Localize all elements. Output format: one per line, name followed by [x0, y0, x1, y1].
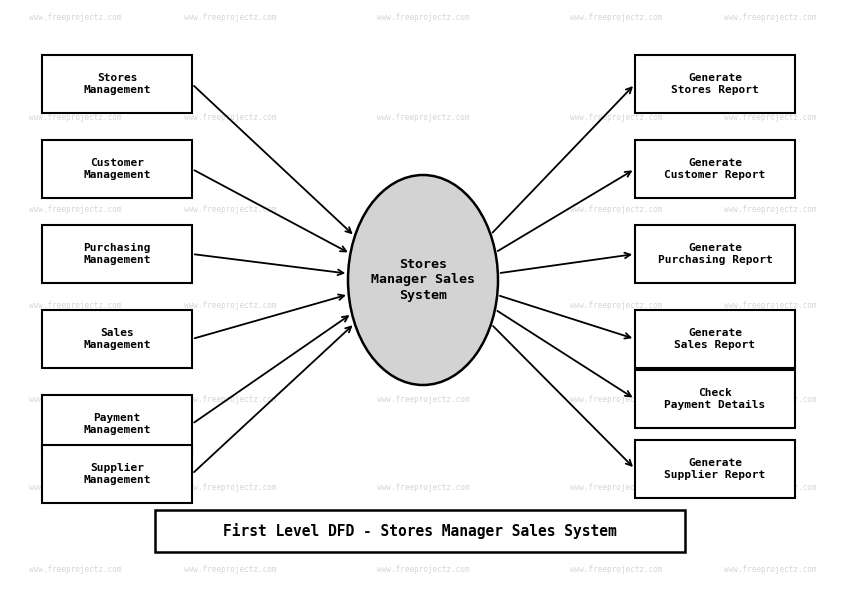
- Text: Generate
Supplier Report: Generate Supplier Report: [664, 458, 766, 480]
- Text: www.freeprojectz.com: www.freeprojectz.com: [184, 483, 277, 493]
- Text: www.freeprojectz.com: www.freeprojectz.com: [184, 396, 277, 404]
- Text: www.freeprojectz.com: www.freeprojectz.com: [723, 301, 816, 310]
- FancyBboxPatch shape: [635, 140, 795, 198]
- FancyBboxPatch shape: [635, 225, 795, 283]
- Text: www.freeprojectz.com: www.freeprojectz.com: [569, 206, 662, 215]
- Text: Purchasing
Management: Purchasing Management: [83, 243, 151, 265]
- Text: Supplier
Management: Supplier Management: [83, 463, 151, 485]
- Text: www.freeprojectz.com: www.freeprojectz.com: [29, 301, 121, 310]
- FancyBboxPatch shape: [42, 395, 192, 453]
- Text: www.freeprojectz.com: www.freeprojectz.com: [29, 113, 121, 123]
- FancyBboxPatch shape: [635, 440, 795, 498]
- Text: Stores
Management: Stores Management: [83, 73, 151, 95]
- Text: www.freeprojectz.com: www.freeprojectz.com: [569, 396, 662, 404]
- FancyBboxPatch shape: [42, 55, 192, 113]
- Text: Stores
Manager Sales
System: Stores Manager Sales System: [371, 259, 475, 301]
- Text: Generate
Sales Report: Generate Sales Report: [674, 328, 755, 350]
- Text: www.freeprojectz.com: www.freeprojectz.com: [29, 396, 121, 404]
- Text: www.freeprojectz.com: www.freeprojectz.com: [184, 566, 277, 575]
- Text: www.freeprojectz.com: www.freeprojectz.com: [723, 206, 816, 215]
- Text: Sales
Management: Sales Management: [83, 328, 151, 350]
- Text: www.freeprojectz.com: www.freeprojectz.com: [723, 396, 816, 404]
- FancyBboxPatch shape: [42, 310, 192, 368]
- Text: Generate
Stores Report: Generate Stores Report: [671, 73, 759, 95]
- Text: www.freeprojectz.com: www.freeprojectz.com: [376, 301, 470, 310]
- Text: www.freeprojectz.com: www.freeprojectz.com: [723, 14, 816, 23]
- Text: www.freeprojectz.com: www.freeprojectz.com: [723, 483, 816, 493]
- Text: www.freeprojectz.com: www.freeprojectz.com: [376, 206, 470, 215]
- Text: www.freeprojectz.com: www.freeprojectz.com: [569, 113, 662, 123]
- FancyBboxPatch shape: [635, 310, 795, 368]
- FancyBboxPatch shape: [635, 55, 795, 113]
- Text: www.freeprojectz.com: www.freeprojectz.com: [184, 206, 277, 215]
- Text: www.freeprojectz.com: www.freeprojectz.com: [569, 483, 662, 493]
- Text: Check
Payment Details: Check Payment Details: [664, 388, 766, 410]
- Text: www.freeprojectz.com: www.freeprojectz.com: [723, 113, 816, 123]
- Text: www.freeprojectz.com: www.freeprojectz.com: [376, 113, 470, 123]
- Text: www.freeprojectz.com: www.freeprojectz.com: [376, 566, 470, 575]
- Text: www.freeprojectz.com: www.freeprojectz.com: [29, 483, 121, 493]
- Text: Payment
Management: Payment Management: [83, 413, 151, 435]
- Text: www.freeprojectz.com: www.freeprojectz.com: [184, 113, 277, 123]
- Text: www.freeprojectz.com: www.freeprojectz.com: [723, 566, 816, 575]
- Text: First Level DFD - Stores Manager Sales System: First Level DFD - Stores Manager Sales S…: [223, 523, 617, 539]
- Text: www.freeprojectz.com: www.freeprojectz.com: [29, 206, 121, 215]
- FancyBboxPatch shape: [155, 510, 685, 552]
- FancyBboxPatch shape: [42, 225, 192, 283]
- Text: www.freeprojectz.com: www.freeprojectz.com: [184, 301, 277, 310]
- Text: Customer
Management: Customer Management: [83, 158, 151, 180]
- Ellipse shape: [348, 175, 498, 385]
- Text: www.freeprojectz.com: www.freeprojectz.com: [569, 301, 662, 310]
- Text: www.freeprojectz.com: www.freeprojectz.com: [569, 14, 662, 23]
- Text: www.freeprojectz.com: www.freeprojectz.com: [376, 396, 470, 404]
- Text: www.freeprojectz.com: www.freeprojectz.com: [376, 483, 470, 493]
- FancyBboxPatch shape: [635, 370, 795, 428]
- Text: Generate
Customer Report: Generate Customer Report: [664, 158, 766, 180]
- Text: www.freeprojectz.com: www.freeprojectz.com: [184, 14, 277, 23]
- Text: www.freeprojectz.com: www.freeprojectz.com: [569, 566, 662, 575]
- Text: Generate
Purchasing Report: Generate Purchasing Report: [657, 243, 772, 265]
- FancyBboxPatch shape: [42, 140, 192, 198]
- Text: www.freeprojectz.com: www.freeprojectz.com: [29, 566, 121, 575]
- Text: www.freeprojectz.com: www.freeprojectz.com: [376, 14, 470, 23]
- FancyBboxPatch shape: [42, 445, 192, 503]
- Text: www.freeprojectz.com: www.freeprojectz.com: [29, 14, 121, 23]
